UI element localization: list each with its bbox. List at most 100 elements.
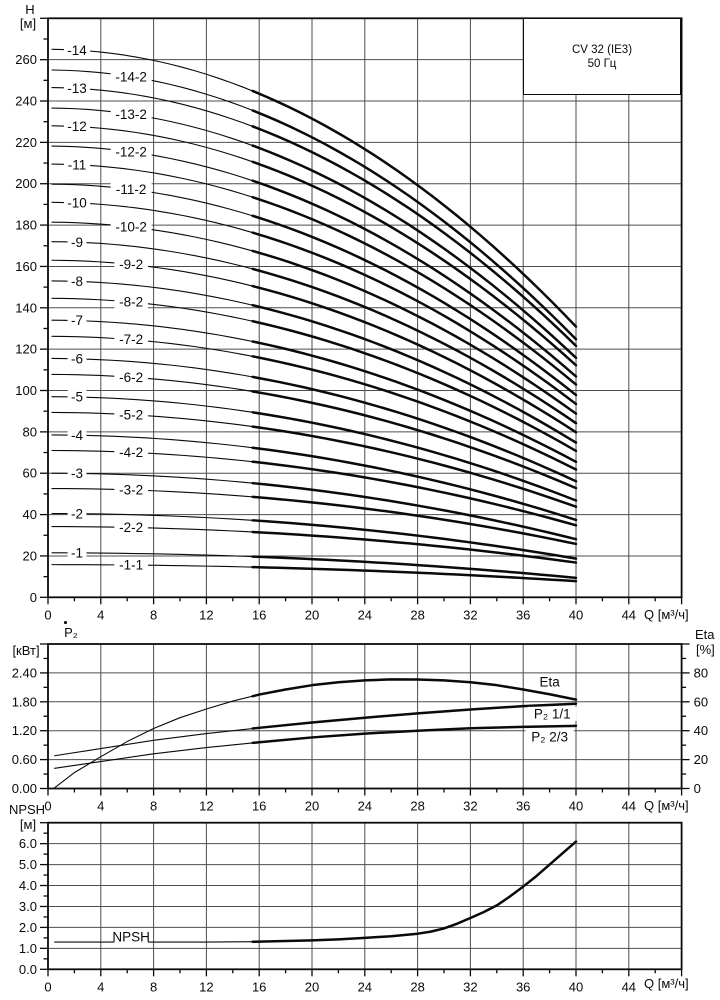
curve-label: -4-2 bbox=[119, 445, 143, 460]
curve-label: -9 bbox=[71, 235, 83, 250]
head-curve-duty-5-2 bbox=[251, 425, 578, 508]
y-tick-label: 2.40 bbox=[12, 665, 37, 680]
head-curve-duty-1-1 bbox=[251, 565, 578, 583]
curve-label: -11 bbox=[68, 157, 87, 172]
head-curve-duty-6 bbox=[251, 375, 578, 483]
x-tick-label: 20 bbox=[305, 799, 319, 814]
head-curve-duty-3-2 bbox=[251, 495, 578, 546]
pump-type-box: CV 32 (IE3) 50 Гц bbox=[523, 18, 681, 95]
curve-label: -5 bbox=[71, 390, 83, 405]
x-tick-label: 32 bbox=[463, 607, 477, 622]
x-tick-label: 12 bbox=[199, 979, 213, 994]
curve-label: -10 bbox=[67, 196, 87, 211]
curve-label: -6-2 bbox=[119, 370, 143, 385]
head-curve-duty-10 bbox=[251, 231, 578, 406]
y-tick-label: 0.00 bbox=[12, 781, 37, 796]
head-curve-duty-8-2 bbox=[251, 319, 578, 453]
head-curve-duty-14 bbox=[251, 89, 578, 328]
x-tick-label: 4 bbox=[97, 979, 104, 994]
curve-label: -1-1 bbox=[119, 558, 143, 573]
x-tick-label: 36 bbox=[516, 607, 530, 622]
x-tick-label: 28 bbox=[410, 799, 424, 814]
head-curve-duty-6-2 bbox=[251, 390, 578, 490]
head-curve-duty-9-2 bbox=[251, 284, 578, 434]
x-tick-label: 32 bbox=[463, 979, 477, 994]
x-tick-label: 44 bbox=[622, 799, 636, 814]
head-curve-duty-2 bbox=[251, 519, 578, 560]
y-tick-label: 80 bbox=[694, 665, 708, 680]
x-tick-label: 36 bbox=[516, 799, 530, 814]
y-tick-label: 20 bbox=[694, 752, 708, 767]
x-tick-label: 8 bbox=[150, 799, 157, 814]
y-tick-label: 100 bbox=[15, 383, 37, 398]
x-tick-label: 4 bbox=[97, 799, 104, 814]
x-tick-label: 40 bbox=[569, 799, 583, 814]
y-tick-label: 1.20 bbox=[12, 723, 37, 738]
head-curve-duty-4-2 bbox=[251, 460, 578, 527]
head-curve-duty-1 bbox=[251, 555, 578, 580]
y-tick-label: 0 bbox=[694, 781, 701, 796]
y-tick-label: 120 bbox=[15, 342, 37, 357]
head-curve-duty-12-2 bbox=[251, 179, 578, 378]
y-tick-label: 6.0 bbox=[19, 836, 37, 851]
head-axis-title: H bbox=[25, 2, 35, 17]
y-tick-label: 60 bbox=[23, 466, 37, 481]
y-tick-label: 180 bbox=[15, 218, 37, 233]
y-tick-label: 0 bbox=[30, 590, 37, 605]
curve-label: -2 bbox=[71, 506, 83, 521]
curve-label: P₂ 2/3 bbox=[531, 730, 568, 745]
x-tick-label: 0 bbox=[44, 979, 51, 994]
x-tick-label: 44 bbox=[622, 979, 636, 994]
y-tick-label: 220 bbox=[15, 135, 37, 150]
x-tick-label: 8 bbox=[150, 979, 157, 994]
curve-label: P₂ 1/1 bbox=[534, 706, 571, 721]
head-curve-duty-7 bbox=[251, 340, 578, 464]
y-tick-label: 40 bbox=[694, 723, 708, 738]
x-tick-label: 44 bbox=[622, 607, 636, 622]
power-curve-duty-Eta bbox=[251, 678, 578, 701]
curve-label: -3-2 bbox=[119, 483, 143, 498]
head-curve-duty-9 bbox=[251, 267, 578, 425]
head-curve-duty-8 bbox=[251, 303, 578, 444]
npsh-axis-unit: [м] bbox=[19, 817, 37, 832]
curve-label: -12-2 bbox=[115, 144, 147, 159]
x-tick-label: 20 bbox=[305, 979, 319, 994]
curve-label: -6 bbox=[71, 351, 83, 366]
curve-label: -9-2 bbox=[119, 257, 143, 272]
y-tick-label: 40 bbox=[23, 507, 37, 522]
power-curve-duty-P₂ 2/3 bbox=[251, 724, 578, 745]
flow-axis-title-power: Q [м³/ч] bbox=[644, 798, 689, 813]
power-curve-P₂ 2/3 bbox=[54, 725, 577, 769]
y-tick-label: 260 bbox=[15, 52, 37, 67]
head-curve-duty-5 bbox=[251, 411, 578, 502]
y-tick-label: 1.0 bbox=[19, 941, 37, 956]
flow-axis-title-head: Q [м³/ч] bbox=[644, 607, 689, 622]
x-tick-label: 36 bbox=[516, 979, 530, 994]
npsh-curve-duty bbox=[251, 840, 578, 943]
y-tick-label: 240 bbox=[15, 94, 37, 109]
y-tick-label: 20 bbox=[23, 548, 37, 563]
x-tick-label: 16 bbox=[252, 979, 266, 994]
curve-label: -2-2 bbox=[119, 520, 143, 535]
head-curve-duty-7-2 bbox=[251, 355, 578, 471]
flow-axis-title-npsh: Q [м³/ч] bbox=[644, 976, 689, 991]
y-tick-label: 4.0 bbox=[19, 878, 37, 893]
npsh-axis-title: NPSH bbox=[8, 802, 46, 817]
curve-label: -14 bbox=[67, 43, 87, 58]
head-curve-duty-11-2 bbox=[251, 214, 578, 397]
curve-label: -5-2 bbox=[119, 407, 143, 422]
curve-label: -14-2 bbox=[115, 69, 147, 84]
eta-axis-title: Eta bbox=[695, 627, 715, 642]
x-tick-label: 16 bbox=[252, 607, 266, 622]
pump-type-name: CV 32 (IE3) bbox=[571, 43, 633, 56]
curve-label: -8 bbox=[71, 274, 83, 289]
curve-label: Eta bbox=[539, 675, 560, 690]
head-curve-duty-10-2 bbox=[251, 249, 578, 415]
curve-label: -11-2 bbox=[116, 182, 147, 197]
x-tick-label: 16 bbox=[252, 799, 266, 814]
curve-label: -7-2 bbox=[119, 332, 143, 347]
y-tick-label: 60 bbox=[694, 694, 708, 709]
head-curve-duty-13 bbox=[251, 125, 578, 348]
x-tick-label: 28 bbox=[410, 979, 424, 994]
